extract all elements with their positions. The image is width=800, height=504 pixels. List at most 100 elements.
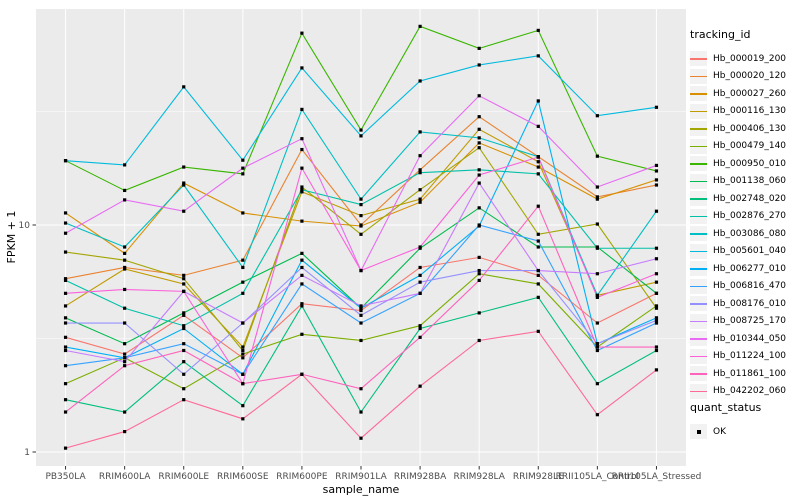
data-point xyxy=(418,326,422,331)
series-color-line-icon xyxy=(690,163,707,165)
data-point xyxy=(654,209,659,213)
data-point xyxy=(182,324,186,328)
legend-item: Hb_042202_060 xyxy=(690,383,798,401)
data-point xyxy=(63,364,68,368)
data-point xyxy=(123,352,127,356)
data-point xyxy=(300,273,304,277)
legend-key xyxy=(690,51,707,67)
data-point xyxy=(359,197,363,201)
data-point xyxy=(359,268,363,273)
data-point xyxy=(654,105,659,109)
data-point xyxy=(595,114,599,118)
series-color-line-icon xyxy=(690,128,707,130)
data-point xyxy=(654,318,659,322)
data-point xyxy=(300,107,304,112)
data-point xyxy=(595,195,599,199)
data-point xyxy=(536,204,540,208)
data-point xyxy=(182,282,186,286)
data-point xyxy=(182,289,186,293)
data-point xyxy=(595,197,599,201)
legend-key xyxy=(690,138,707,154)
data-point xyxy=(241,356,245,360)
data-point xyxy=(418,24,422,28)
legend-item-label: Hb_000027_260 xyxy=(713,88,787,99)
data-point xyxy=(182,311,186,315)
data-point xyxy=(359,338,363,343)
legend-item-label: OK xyxy=(713,426,726,437)
data-point xyxy=(536,54,540,58)
series-color-line-icon xyxy=(690,390,707,392)
data-point xyxy=(359,321,363,325)
data-point xyxy=(477,278,481,283)
data-point xyxy=(359,134,363,138)
data-point xyxy=(182,277,186,281)
data-point xyxy=(359,308,363,313)
data-point xyxy=(477,94,481,98)
data-point xyxy=(418,79,422,83)
data-point xyxy=(536,268,540,273)
data-point xyxy=(182,360,186,364)
data-point xyxy=(654,183,659,187)
data-point xyxy=(123,188,127,193)
data-point xyxy=(654,291,659,295)
legend-key xyxy=(690,243,707,259)
data-point xyxy=(63,277,68,281)
legend-item: Hb_008725_170 xyxy=(690,313,798,331)
data-point xyxy=(123,287,127,292)
data-point xyxy=(63,398,68,402)
legend-item-label: Hb_000020_120 xyxy=(713,71,787,82)
data-point xyxy=(418,130,422,134)
data-point xyxy=(359,214,363,218)
data-point xyxy=(477,141,481,145)
data-point xyxy=(477,206,481,210)
data-point xyxy=(595,272,599,276)
legend-key xyxy=(690,296,707,312)
data-point xyxy=(595,348,599,353)
black-square-point-icon xyxy=(696,429,701,434)
data-point xyxy=(418,265,422,270)
data-point xyxy=(477,268,481,273)
data-point xyxy=(182,313,186,317)
data-point xyxy=(536,282,540,286)
legend-item: Hb_011861_100 xyxy=(690,365,798,383)
data-point xyxy=(241,280,245,284)
data-point xyxy=(418,245,422,249)
data-point xyxy=(536,99,540,103)
data-point xyxy=(536,239,540,243)
legend-item-label: Hb_000019_200 xyxy=(713,53,787,64)
data-point xyxy=(654,163,659,168)
legend-item-label: Hb_011861_100 xyxy=(713,368,787,379)
data-point xyxy=(359,232,363,236)
legend-key xyxy=(690,208,707,224)
legend-item-label: Hb_003086_080 xyxy=(713,228,787,239)
data-point xyxy=(359,202,363,207)
data-point xyxy=(241,417,245,421)
legend-item-label: Hb_002876_270 xyxy=(713,211,787,222)
data-point xyxy=(241,404,245,408)
data-point xyxy=(182,165,186,169)
data-point xyxy=(241,158,245,162)
data-point xyxy=(477,311,481,315)
legend-key xyxy=(690,121,707,137)
data-point xyxy=(654,345,659,349)
legend-item: Hb_000950_010 xyxy=(690,155,798,173)
data-point xyxy=(595,185,599,189)
data-point xyxy=(418,335,422,339)
data-point xyxy=(123,356,127,360)
data-point xyxy=(300,166,304,170)
data-point xyxy=(418,168,422,172)
legend-item-list: Hb_000019_200 Hb_000020_120 Hb_000027_260 H… xyxy=(690,50,798,400)
data-point xyxy=(123,321,127,325)
data-point xyxy=(595,342,599,346)
data-point xyxy=(654,368,659,372)
data-point xyxy=(123,410,127,414)
legend-item: Hb_010344_050 xyxy=(690,330,798,348)
legend-item-label: Hb_000116_130 xyxy=(713,106,787,117)
data-point xyxy=(63,159,68,163)
data-point xyxy=(654,272,659,276)
x-axis-title: sample_name xyxy=(323,483,400,496)
data-point xyxy=(123,258,127,262)
legend-item: Hb_000020_120 xyxy=(690,68,798,86)
data-point xyxy=(241,291,245,295)
